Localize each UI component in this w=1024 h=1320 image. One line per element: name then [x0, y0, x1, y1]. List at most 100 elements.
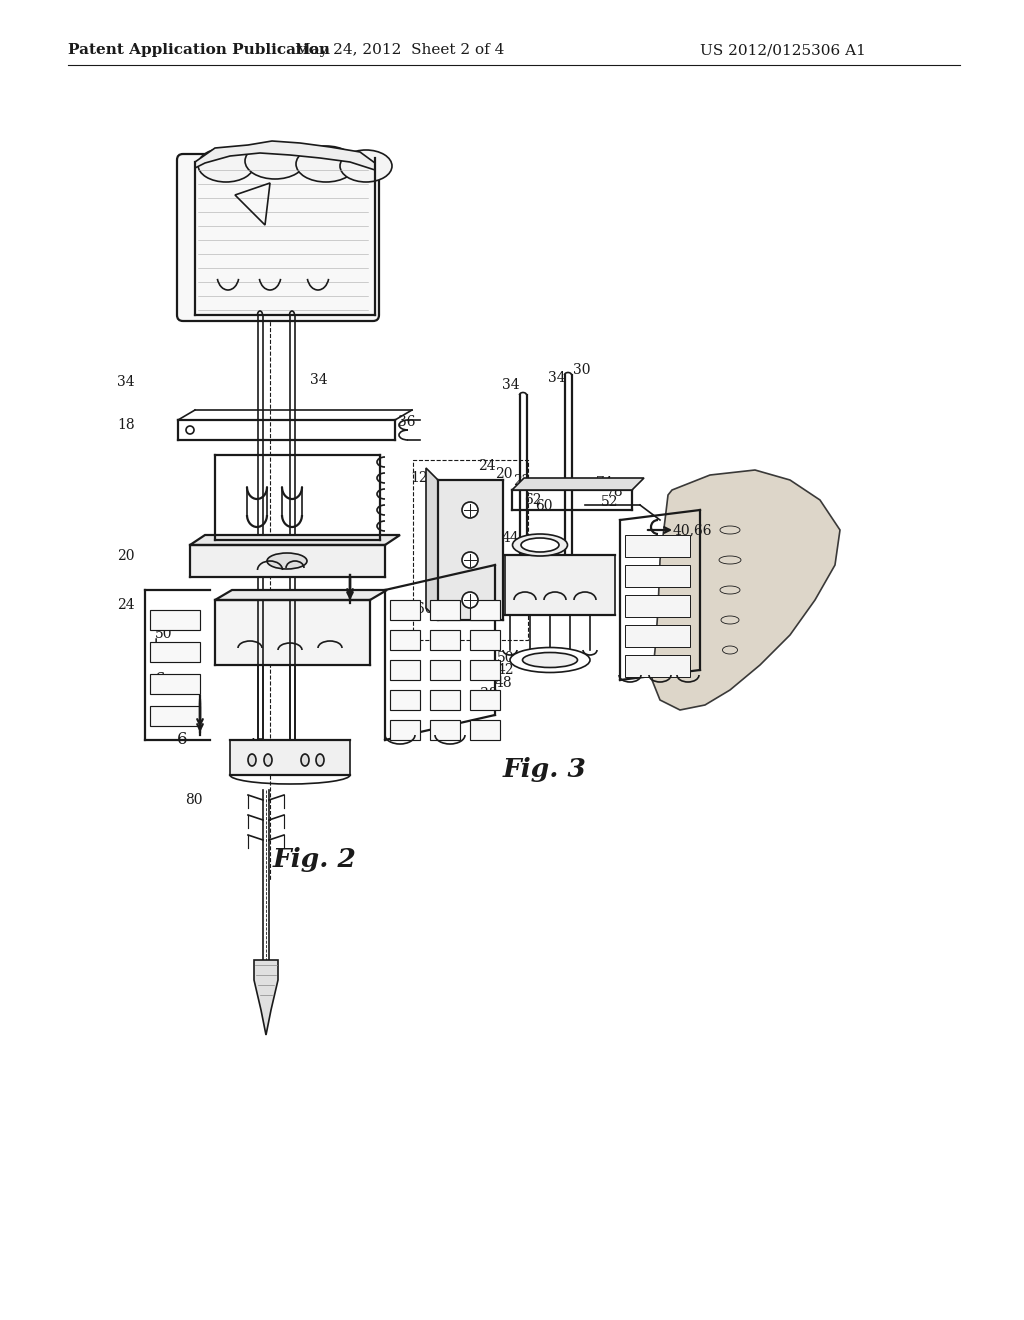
Bar	[625, 595, 690, 616]
Bar	[390, 630, 420, 649]
Text: 20: 20	[495, 467, 512, 480]
Text: 24: 24	[478, 459, 496, 473]
Text: 36: 36	[398, 414, 416, 429]
Text: 42: 42	[497, 663, 515, 677]
Text: May 24, 2012  Sheet 2 of 4: May 24, 2012 Sheet 2 of 4	[295, 44, 505, 57]
Text: 50: 50	[155, 627, 172, 642]
Bar	[625, 565, 690, 587]
Text: Patent Application Publication: Patent Application Publication	[68, 44, 330, 57]
Polygon shape	[190, 535, 400, 545]
Ellipse shape	[522, 652, 578, 668]
Ellipse shape	[301, 754, 309, 766]
Ellipse shape	[267, 553, 307, 569]
Ellipse shape	[248, 754, 256, 766]
Text: 48: 48	[495, 676, 513, 690]
FancyBboxPatch shape	[505, 554, 615, 615]
Text: 30: 30	[573, 363, 591, 378]
Text: 26: 26	[455, 511, 472, 525]
Text: 48: 48	[248, 738, 265, 752]
Text: 34: 34	[548, 371, 565, 385]
Circle shape	[462, 552, 478, 568]
Bar	[430, 690, 460, 710]
Text: Fig. 3: Fig. 3	[503, 758, 587, 783]
Bar	[430, 601, 460, 620]
Text: 52: 52	[601, 495, 618, 510]
Bar	[150, 642, 200, 663]
Ellipse shape	[198, 148, 254, 182]
Text: 74: 74	[596, 477, 613, 490]
Text: 50: 50	[497, 651, 514, 665]
FancyBboxPatch shape	[215, 601, 370, 665]
Bar	[470, 601, 500, 620]
Text: 38: 38	[480, 686, 498, 701]
Bar	[150, 675, 200, 694]
Text: 34: 34	[118, 375, 135, 389]
Bar	[625, 535, 690, 557]
Polygon shape	[512, 478, 644, 490]
Text: 44: 44	[502, 531, 520, 545]
Ellipse shape	[264, 754, 272, 766]
Bar	[470, 719, 500, 741]
Polygon shape	[215, 590, 387, 601]
Circle shape	[462, 502, 478, 517]
Text: 34: 34	[310, 374, 328, 387]
Text: 60: 60	[263, 565, 281, 579]
Text: 6: 6	[357, 598, 368, 615]
Bar	[390, 660, 420, 680]
FancyBboxPatch shape	[177, 154, 379, 321]
Text: US 2012/0125306 A1: US 2012/0125306 A1	[700, 44, 866, 57]
Text: 62: 62	[524, 492, 542, 507]
Text: 20: 20	[118, 549, 135, 564]
Bar	[390, 690, 420, 710]
Ellipse shape	[340, 150, 392, 182]
Ellipse shape	[296, 147, 356, 182]
FancyBboxPatch shape	[230, 741, 350, 775]
Bar	[430, 630, 460, 649]
Ellipse shape	[245, 143, 305, 180]
Ellipse shape	[512, 535, 567, 556]
Text: 78: 78	[606, 484, 624, 499]
Text: ↓: ↓	[148, 639, 165, 657]
Text: 34: 34	[502, 378, 519, 392]
Polygon shape	[195, 141, 375, 170]
Bar	[470, 690, 500, 710]
Text: 6: 6	[176, 731, 187, 748]
Ellipse shape	[521, 539, 559, 552]
FancyBboxPatch shape	[190, 545, 385, 577]
Text: 18: 18	[118, 418, 135, 432]
FancyBboxPatch shape	[438, 480, 503, 620]
Bar	[430, 660, 460, 680]
Text: 62: 62	[248, 556, 265, 570]
Text: 38: 38	[265, 748, 283, 762]
Bar	[390, 719, 420, 741]
Text: 78: 78	[307, 565, 325, 579]
Bar	[625, 655, 690, 677]
Text: 40,66: 40,66	[395, 601, 434, 615]
Text: 80: 80	[480, 700, 498, 713]
Ellipse shape	[186, 426, 194, 434]
Polygon shape	[652, 470, 840, 710]
Ellipse shape	[510, 648, 590, 672]
Bar	[470, 630, 500, 649]
Text: 74: 74	[296, 556, 313, 570]
Text: Fig. 2: Fig. 2	[273, 847, 357, 873]
Text: 22: 22	[513, 474, 530, 488]
Circle shape	[462, 591, 478, 609]
Bar	[625, 624, 690, 647]
Bar	[150, 706, 200, 726]
Text: 32: 32	[214, 161, 231, 176]
Text: 30: 30	[362, 153, 380, 168]
Bar	[390, 601, 420, 620]
Text: 12: 12	[411, 471, 428, 484]
Polygon shape	[426, 469, 438, 620]
Bar	[150, 610, 200, 630]
Text: 40,66: 40,66	[673, 523, 713, 537]
Ellipse shape	[316, 754, 324, 766]
Text: 24: 24	[118, 598, 135, 612]
Text: 6: 6	[155, 672, 166, 689]
Bar	[470, 660, 500, 680]
Text: 60: 60	[535, 499, 553, 513]
Bar	[430, 719, 460, 741]
Polygon shape	[254, 960, 278, 1035]
Text: 80: 80	[185, 793, 203, 807]
